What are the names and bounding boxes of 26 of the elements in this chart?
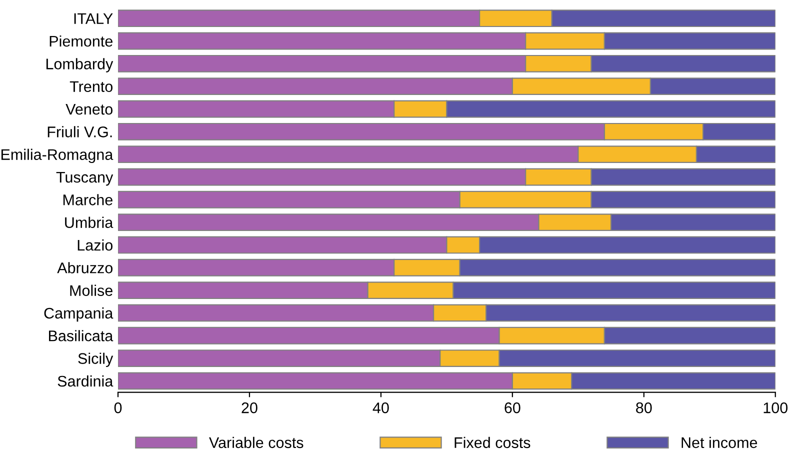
y-tick-label: Sicily <box>78 352 114 367</box>
y-tick-label: Lombardy <box>46 58 114 72</box>
y-tick-label: Lazio <box>78 239 113 251</box>
y-tick-label: Marche <box>63 194 112 206</box>
y-tick-label: Molise <box>70 284 112 296</box>
y-tick-label: Umbria <box>65 216 114 228</box>
x-tick-label: 100 <box>764 402 788 414</box>
y-tick-label: Campania <box>44 307 114 322</box>
y-tick-label: Trento <box>70 81 113 92</box>
y-tick-label: Tuscany <box>56 172 114 186</box>
legend-label: Fixed costs <box>454 436 530 448</box>
y-tick-label: ITALY <box>74 13 113 24</box>
x-tick-label: 20 <box>242 402 258 414</box>
legend-label: Net income <box>682 436 758 448</box>
y-tick-label: Friuli V.G. <box>48 126 112 138</box>
x-tick-label: 0 <box>114 402 122 414</box>
x-tick-label: 60 <box>504 402 520 414</box>
y-tick-label: Piemonte <box>50 35 112 47</box>
y-tick-label: Veneto <box>66 104 113 115</box>
y-tick-label: Sardinia <box>58 375 114 387</box>
x-tick-label: 80 <box>636 402 652 414</box>
legend-label: Variable costs <box>209 436 304 448</box>
y-tick-label: Abruzzo <box>57 262 113 274</box>
x-tick-label: 40 <box>372 402 389 414</box>
y-tick-label: Emilia-Romagna <box>1 148 114 164</box>
y-tick-label: Basilicata <box>49 330 114 342</box>
